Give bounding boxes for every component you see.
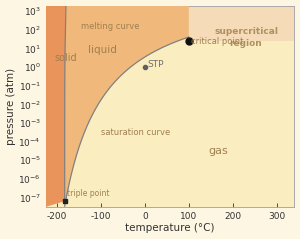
Y-axis label: pressure (atm): pressure (atm)	[6, 68, 16, 145]
Text: liquid: liquid	[88, 45, 116, 55]
Text: solid: solid	[55, 53, 77, 63]
Polygon shape	[46, 0, 66, 207]
Text: melting curve: melting curve	[81, 22, 140, 31]
Text: critical point: critical point	[191, 38, 243, 46]
Text: saturation curve: saturation curve	[101, 128, 170, 137]
X-axis label: temperature (°C): temperature (°C)	[125, 223, 215, 234]
Polygon shape	[65, 0, 189, 206]
Polygon shape	[189, 0, 294, 41]
Text: supercritical
region: supercritical region	[214, 27, 278, 48]
Text: STP: STP	[147, 60, 164, 69]
Polygon shape	[46, 0, 294, 207]
Text: triple point: triple point	[67, 189, 110, 198]
Text: gas: gas	[208, 146, 228, 156]
